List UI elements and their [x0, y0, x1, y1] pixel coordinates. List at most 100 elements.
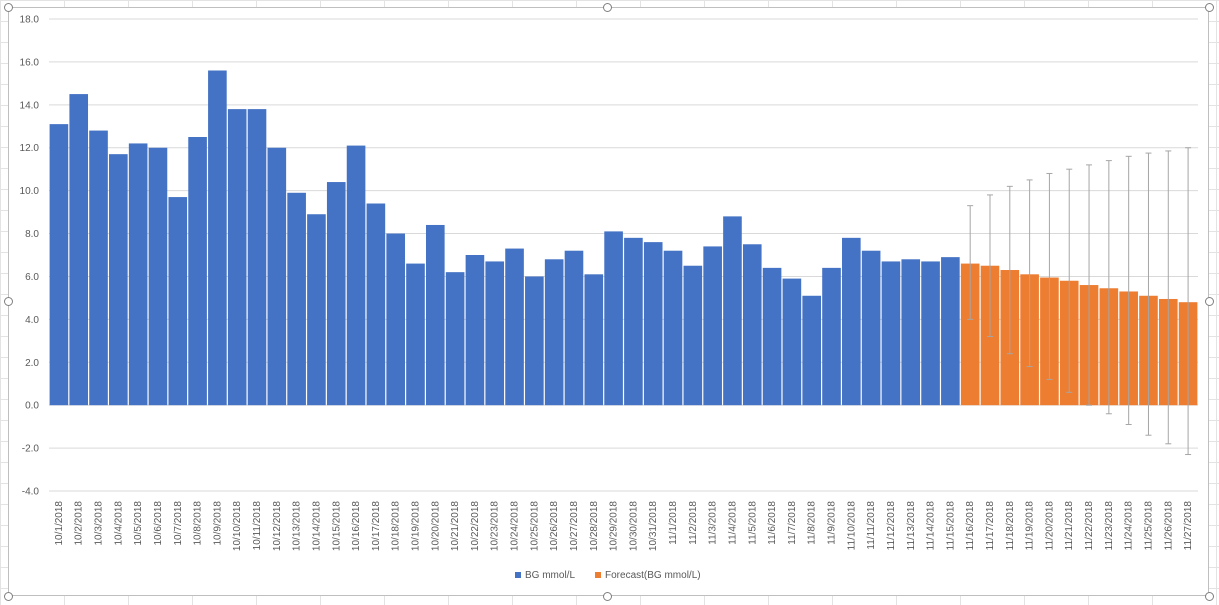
resize-handle-bottom-left[interactable]: [4, 592, 13, 601]
bar-bg[interactable]: [69, 94, 89, 406]
bar-bg[interactable]: [307, 214, 326, 406]
bars: [49, 70, 1198, 406]
x-tick-label: 10/12/2018: [272, 501, 283, 551]
y-tick-label: -4.0: [22, 487, 40, 498]
x-tick-label: 10/4/2018: [113, 501, 124, 546]
x-tick-label: 11/11/2018: [866, 501, 877, 550]
bar-bg[interactable]: [842, 237, 861, 406]
bar-bg[interactable]: [802, 295, 822, 406]
x-tick-label: 11/1/2018: [668, 501, 679, 545]
bar-bg[interactable]: [762, 267, 782, 406]
bar-bg[interactable]: [564, 250, 584, 406]
bar-bg[interactable]: [703, 246, 722, 406]
x-tick-label: 10/28/2018: [589, 501, 600, 551]
x-tick-label: 10/24/2018: [510, 501, 521, 551]
x-tick-label: 10/9/2018: [212, 501, 223, 546]
bar-bg[interactable]: [921, 261, 940, 406]
bar-bg[interactable]: [604, 231, 623, 406]
resize-handle-top-left[interactable]: [4, 3, 13, 12]
bar-bg[interactable]: [624, 237, 643, 406]
bar-forecast[interactable]: [960, 263, 980, 406]
bar-bg[interactable]: [525, 276, 544, 406]
bar-bg[interactable]: [366, 203, 386, 406]
legend-swatch: [595, 572, 602, 578]
x-tick-label: 11/4/2018: [727, 501, 738, 545]
x-tick-label: 11/5/2018: [747, 501, 758, 545]
bar-bg[interactable]: [822, 267, 841, 406]
bar-bg[interactable]: [267, 147, 287, 406]
resize-handle-top-right[interactable]: [1205, 3, 1214, 12]
bar-bg[interactable]: [445, 272, 465, 406]
x-tick-label: 11/15/2018: [945, 501, 956, 551]
bar-chart: -4.0 -2.0 0.0 2.0 4.0 6.0 8.0 10.0 12.0 14.0 16.0 1…: [20, 15, 1198, 581]
bar-bg[interactable]: [485, 261, 505, 406]
resize-handle-bottom-right[interactable]: [1205, 592, 1214, 601]
bar-bg[interactable]: [49, 124, 69, 406]
bar-bg[interactable]: [406, 263, 425, 406]
legend-swatch: [515, 572, 521, 578]
bar-bg[interactable]: [287, 192, 306, 406]
y-tick-label: -2.0: [22, 444, 40, 455]
x-tick-label: 10/13/2018: [292, 501, 303, 551]
x-tick-label: 11/2/2018: [688, 501, 699, 545]
x-tick-label: 11/3/2018: [708, 501, 719, 545]
bar-bg[interactable]: [861, 250, 881, 406]
y-tick-label: 4.0: [25, 315, 39, 326]
x-tick-label: 11/27/2018: [1183, 501, 1194, 551]
y-tick-label: 10.0: [20, 186, 40, 197]
x-tick-label: 10/5/2018: [133, 501, 144, 546]
bar-bg[interactable]: [128, 143, 148, 406]
bar-bg[interactable]: [208, 70, 227, 406]
x-tick-label: 11/17/2018: [985, 501, 996, 551]
bar-bg[interactable]: [941, 257, 960, 406]
bar-bg[interactable]: [643, 242, 663, 406]
bar-bg[interactable]: [901, 259, 921, 406]
bar-bg[interactable]: [505, 248, 524, 406]
x-tick-label: 10/31/2018: [648, 501, 659, 551]
legend[interactable]: BG mmol/L Forecast(BG mmol/L): [515, 570, 701, 581]
resize-handle-top-center[interactable]: [603, 3, 612, 12]
bar-bg[interactable]: [227, 109, 247, 406]
bar-bg[interactable]: [742, 244, 762, 406]
bar-bg[interactable]: [168, 197, 188, 406]
x-axis-ticks: 10/1/2018 10/2/2018 10/3/2018 10/4/2018 10/5…: [54, 501, 1194, 551]
x-tick-label: 11/8/2018: [807, 501, 818, 545]
x-tick-label: 11/25/2018: [1143, 501, 1154, 551]
x-tick-label: 11/12/2018: [886, 501, 897, 551]
x-tick-label: 11/13/2018: [906, 501, 917, 551]
resize-handle-middle-right[interactable]: [1205, 297, 1214, 306]
x-tick-label: 10/22/2018: [470, 501, 481, 551]
resize-handle-bottom-center[interactable]: [603, 592, 612, 601]
bar-bg[interactable]: [386, 233, 405, 406]
bar-bg[interactable]: [663, 250, 683, 406]
bar-bg[interactable]: [326, 182, 346, 406]
bar-bg[interactable]: [89, 130, 108, 406]
bar-bg[interactable]: [683, 265, 703, 406]
bar-bg[interactable]: [148, 147, 168, 406]
bar-bg[interactable]: [881, 261, 901, 406]
bar-bg[interactable]: [465, 255, 485, 406]
bar-bg[interactable]: [109, 154, 128, 406]
chart-area[interactable]: -4.0 -2.0 0.0 2.0 4.0 6.0 8.0 10.0 12.0 14.0 16.0 1…: [8, 7, 1209, 596]
x-tick-label: 10/26/2018: [549, 501, 560, 551]
bar-bg[interactable]: [425, 224, 445, 406]
y-tick-label: 12.0: [20, 143, 40, 154]
y-tick-label: 6.0: [25, 272, 39, 283]
x-tick-label: 11/9/2018: [827, 501, 838, 545]
x-tick-label: 11/23/2018: [1104, 501, 1115, 551]
bar-bg[interactable]: [544, 259, 564, 406]
x-tick-label: 10/2/2018: [74, 501, 85, 546]
x-tick-label: 10/18/2018: [391, 501, 402, 551]
bar-bg[interactable]: [247, 109, 267, 406]
bar-bg[interactable]: [782, 278, 802, 406]
bar-bg[interactable]: [346, 145, 366, 406]
bar-bg[interactable]: [723, 216, 742, 406]
bar-bg[interactable]: [188, 137, 207, 406]
y-tick-label: 2.0: [25, 358, 39, 369]
y-tick-label: 0.0: [25, 401, 39, 412]
x-tick-label: 11/19/2018: [1025, 501, 1036, 551]
bar-bg[interactable]: [584, 274, 604, 406]
y-tick-label: 16.0: [20, 57, 40, 68]
resize-handle-middle-left[interactable]: [4, 297, 13, 306]
x-tick-label: 10/16/2018: [351, 501, 362, 551]
